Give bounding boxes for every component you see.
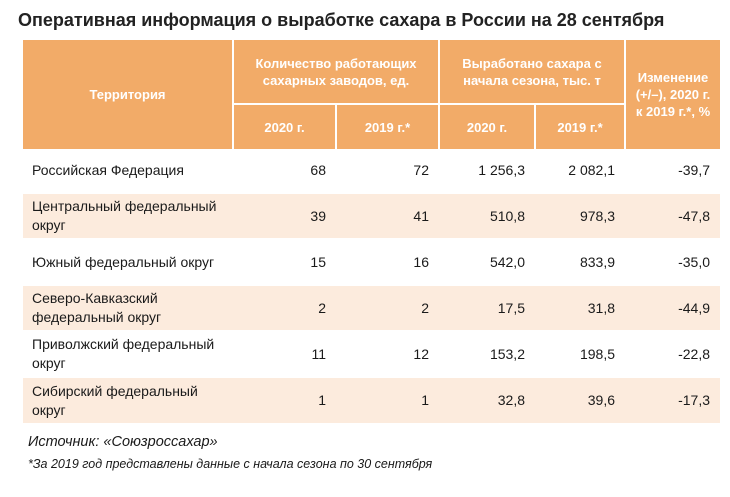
cell-change: -47,8: [625, 192, 721, 239]
cell-sugar-2019: 198,5: [535, 330, 626, 377]
table-row: Приволжский федеральный округ 11 12 153,…: [23, 330, 721, 377]
sugar-production-table: Территория Количество работающих сахарны…: [23, 40, 721, 423]
table-row: Российская Федерация 68 72 1 256,3 2 082…: [23, 149, 720, 193]
cell-territory: Северо-Кавказский федеральный округ: [23, 284, 233, 331]
header-sugar-2020: 2020 г.: [438, 103, 535, 149]
cell-sugar-2020: 32,8: [439, 376, 535, 423]
cell-plants-2020: 11: [233, 330, 336, 377]
cell-territory: Сибирский федеральный округ: [23, 376, 233, 423]
cell-territory: Южный федеральный округ: [23, 238, 233, 285]
cell-plants-2020: 39: [233, 192, 336, 239]
cell-sugar-2019: 39,6: [535, 376, 626, 423]
table-row: Южный федеральный округ 15 16 542,0 833,…: [23, 238, 721, 285]
cell-change: -17,3: [625, 376, 721, 423]
header-territory: Территория: [23, 40, 233, 149]
header-row-top: Территория Количество работающих сахарны…: [23, 40, 721, 149]
cell-change: -39,7: [678, 162, 711, 178]
cell-sugar-2019: 978,3: [535, 192, 626, 239]
header-row-years: 2020 г. 2019 г.* 2020 г. 2019 г.*: [23, 103, 720, 149]
cell-sugar-2019: 2 082,1: [568, 162, 616, 178]
cell-plants-2019: 41: [336, 192, 439, 239]
cell-change: -22,8: [625, 330, 721, 377]
footnote: *За 2019 год представлены данные с начал…: [28, 457, 433, 471]
cell-plants-2019: 1: [336, 376, 439, 423]
cell-plants-2019: 2: [336, 284, 439, 331]
header-plants-2020: 2020 г.: [232, 103, 336, 149]
cell-plants-2020: 1: [233, 376, 336, 423]
cell-plants-2019: 12: [336, 330, 439, 377]
source-note: Источник: «Союзроссахар»: [28, 434, 218, 450]
cell-sugar-2020: 17,5: [439, 284, 535, 331]
cell-sugar-2020: 510,8: [439, 192, 535, 239]
cell-sugar-2020: 153,2: [439, 330, 535, 377]
cell-plants-2020: 2: [233, 284, 336, 331]
page-title: Оперативная информация о выработке сахар…: [18, 10, 665, 30]
cell-sugar-2020: 1 256,3: [478, 162, 525, 178]
cell-territory: Центральный федеральный округ: [23, 192, 233, 239]
cell-territory: Приволжский федеральный округ: [23, 330, 233, 377]
cell-change: -44,9: [625, 284, 721, 331]
table-row: Центральный федеральный округ 39 41 510,…: [23, 192, 721, 239]
cell-territory: Российская Федерация: [32, 162, 184, 178]
cell-sugar-2019: 833,9: [535, 238, 626, 285]
header-produced-group: Выработано сахара с начала сезона, тыс. …: [437, 40, 626, 104]
header-change: Изменение (+/–), 2020 г. к 2019 г.*, %: [624, 40, 721, 149]
table-row: Сибирский федеральный округ 1 1 32,8 39,…: [23, 376, 721, 423]
cell-plants-2019: 72: [413, 162, 429, 178]
header-plants-2019: 2019 г.*: [335, 103, 439, 149]
cell-change: -35,0: [625, 238, 721, 285]
cell-plants-2020: 68: [310, 162, 326, 178]
cell-plants-2019: 16: [336, 238, 439, 285]
header-plants-group: Количество работающих сахарных заводов, …: [232, 40, 439, 104]
header-sugar-2019: 2019 г.*: [533, 103, 626, 149]
cell-sugar-2020: 542,0: [439, 238, 535, 285]
cell-plants-2020: 15: [233, 238, 336, 285]
cell-sugar-2019: 31,8: [535, 284, 626, 331]
table-row: Северо-Кавказский федеральный округ 2 2 …: [23, 284, 721, 331]
